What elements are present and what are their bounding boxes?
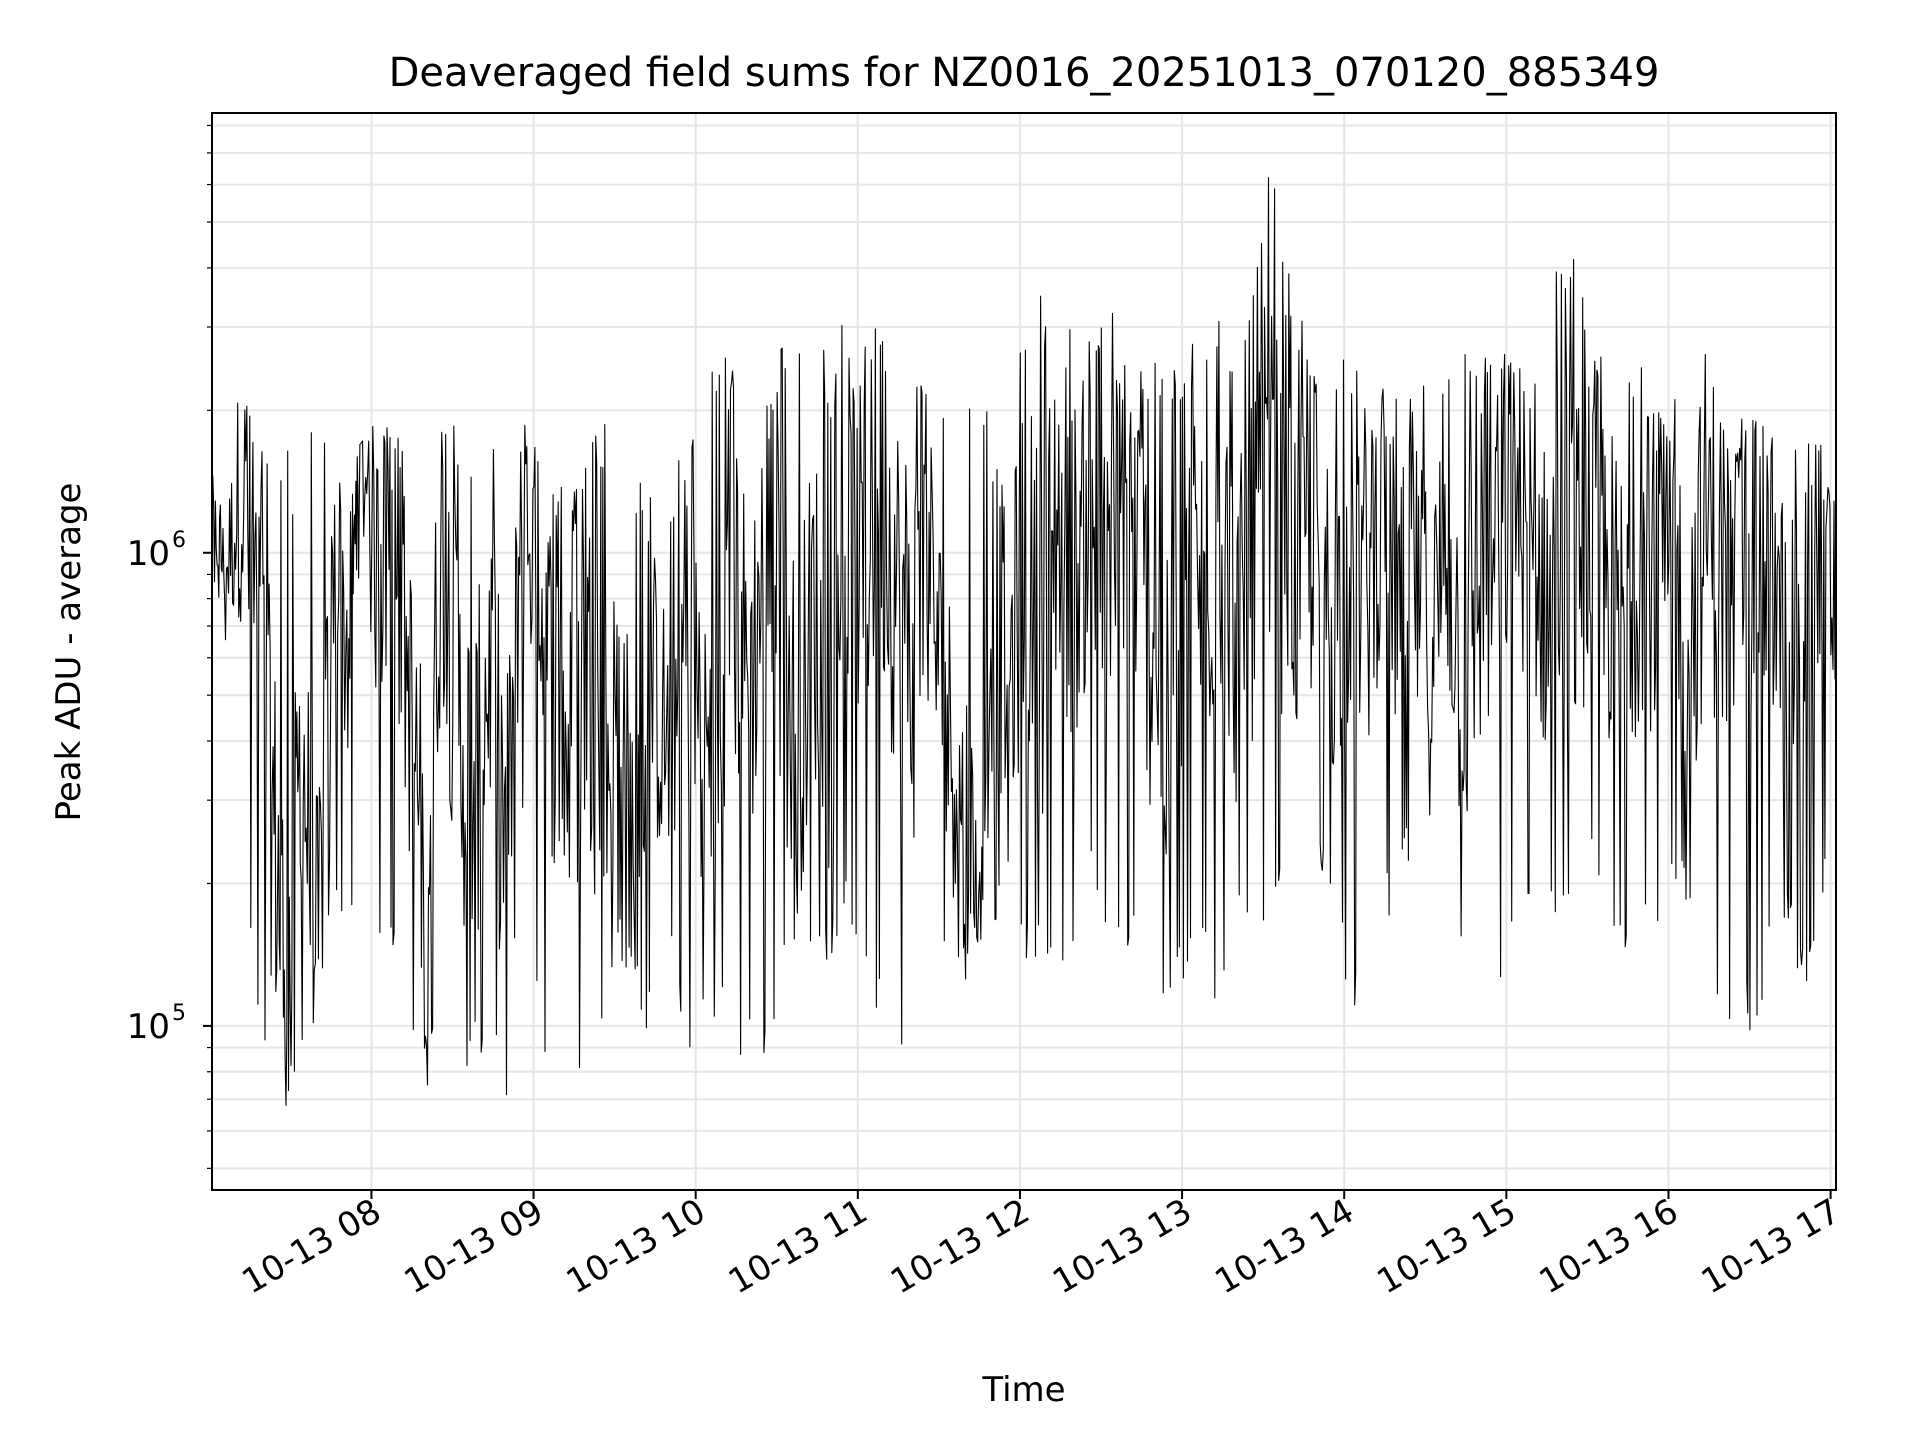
x-tick-label: 10-13 15: [1370, 1191, 1522, 1302]
chart-title: Deaveraged field sums for NZ0016_2025101…: [389, 50, 1660, 96]
y-tick-label: 10: [127, 1007, 170, 1047]
y-tick-label: 10: [127, 534, 170, 574]
x-axis-label: Time: [981, 1370, 1065, 1410]
x-tick-label: 10-13 17: [1695, 1191, 1847, 1302]
x-tick-label: 10-13 10: [560, 1191, 712, 1302]
y-tick-exponent: 6: [172, 528, 186, 553]
plot-frame: [211, 112, 1837, 1191]
x-tick-label: 10-13 12: [884, 1191, 1036, 1302]
y-tick-exponent: 5: [172, 1001, 186, 1026]
x-tick-label: 10-13 09: [398, 1191, 550, 1302]
x-tick-label: 10-13 08: [236, 1191, 388, 1302]
series-line: [211, 177, 1837, 1106]
x-tick-label: 10-13 13: [1046, 1191, 1198, 1302]
series-area: [211, 177, 1837, 1106]
axis-ticks: 10 510 610-13 08 10-13 09 10-13 10 10-13 11 10…: [127, 124, 1847, 1302]
x-tick-label: 10-13 11: [722, 1191, 874, 1302]
y-axis-label: Peak ADU - average: [49, 483, 89, 822]
x-tick-label: 10-13 14: [1208, 1191, 1360, 1302]
x-tick-label: 10-13 16: [1533, 1191, 1685, 1302]
